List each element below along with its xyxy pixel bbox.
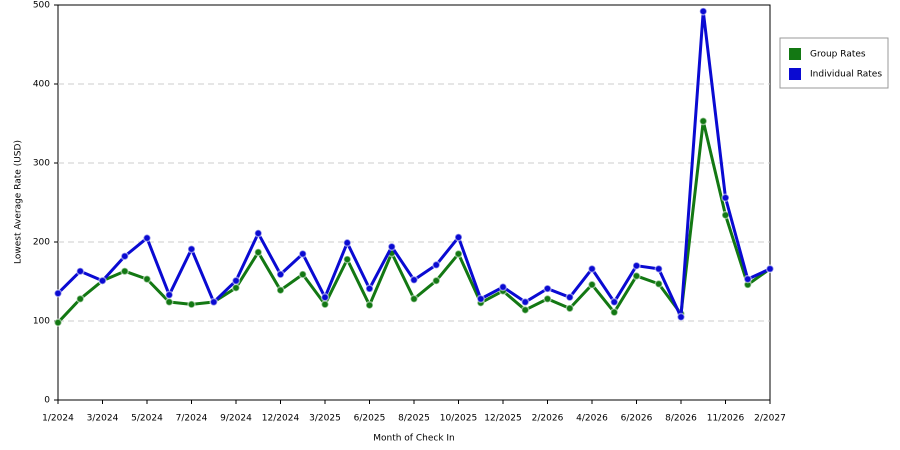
x-tick-label: 6/2026 bbox=[621, 414, 653, 424]
point bbox=[231, 283, 241, 293]
point bbox=[610, 308, 619, 317]
point bbox=[632, 271, 641, 281]
point bbox=[699, 116, 708, 126]
point bbox=[387, 242, 396, 251]
x-tick-label: 11/2026 bbox=[707, 414, 745, 424]
x-tick-label: 4/2026 bbox=[576, 414, 608, 424]
point bbox=[699, 7, 708, 16]
point bbox=[298, 270, 307, 279]
point bbox=[320, 300, 330, 309]
point bbox=[76, 294, 85, 304]
y-tick-label: 400 bbox=[33, 80, 50, 90]
point bbox=[142, 233, 152, 243]
point bbox=[610, 297, 619, 307]
x-tick-label: 8/2026 bbox=[665, 414, 697, 424]
point bbox=[53, 289, 63, 298]
x-tick-label: 9/2024 bbox=[220, 414, 252, 424]
point bbox=[543, 284, 552, 293]
y-tick-label: 100 bbox=[33, 317, 50, 327]
point bbox=[721, 210, 730, 220]
point bbox=[231, 276, 241, 285]
point bbox=[187, 300, 196, 309]
legend-label: Group Rates bbox=[810, 50, 866, 60]
x-tick-label: 2/2027 bbox=[754, 414, 786, 424]
point bbox=[721, 193, 730, 203]
point bbox=[765, 264, 775, 274]
point bbox=[98, 276, 107, 285]
point bbox=[343, 255, 352, 264]
y-axis-label: Lowest Average Rate (USD) bbox=[14, 140, 24, 264]
x-tick-label: 2/2026 bbox=[532, 414, 564, 424]
point bbox=[654, 264, 663, 274]
point bbox=[632, 261, 641, 270]
point bbox=[521, 305, 530, 315]
x-tick-label: 7/2024 bbox=[176, 414, 208, 424]
point bbox=[654, 279, 663, 289]
point bbox=[565, 293, 574, 302]
x-axis-label: Month of Check In bbox=[373, 434, 455, 444]
point bbox=[276, 285, 285, 295]
point bbox=[676, 312, 686, 322]
y-tick-label: 500 bbox=[33, 1, 50, 11]
legend-box bbox=[779, 37, 889, 89]
x-tick-label: 10/2025 bbox=[440, 414, 477, 424]
x-tick-label: 1/2024 bbox=[42, 414, 74, 424]
point bbox=[498, 282, 508, 292]
point bbox=[432, 276, 441, 285]
x-tick-label: 3/2025 bbox=[309, 414, 341, 424]
point bbox=[521, 297, 530, 307]
point bbox=[165, 297, 174, 307]
point bbox=[165, 290, 174, 300]
point bbox=[76, 266, 85, 276]
y-tick-label: 0 bbox=[44, 396, 50, 406]
x-tick-label: 8/2025 bbox=[398, 414, 430, 424]
x-tick-label: 6/2025 bbox=[354, 414, 386, 424]
point bbox=[142, 274, 152, 284]
point bbox=[587, 264, 597, 274]
plot-area bbox=[57, 4, 771, 401]
point bbox=[320, 293, 330, 302]
legend-swatch bbox=[789, 48, 801, 60]
point bbox=[365, 300, 374, 310]
legend-swatch bbox=[789, 68, 801, 80]
y-tick-label: 200 bbox=[33, 238, 50, 248]
point bbox=[120, 251, 129, 261]
point bbox=[743, 274, 752, 284]
point bbox=[276, 270, 285, 279]
x-tick-label: 5/2024 bbox=[131, 414, 163, 424]
x-tick-label: 3/2024 bbox=[87, 414, 119, 424]
point bbox=[432, 260, 441, 270]
point bbox=[298, 249, 307, 259]
y-tick-label: 300 bbox=[33, 159, 50, 169]
point bbox=[209, 297, 218, 307]
x-tick-label: 12/2025 bbox=[484, 414, 521, 424]
legend-label: Individual Rates bbox=[810, 70, 882, 80]
point bbox=[476, 294, 485, 304]
point bbox=[543, 294, 552, 304]
point bbox=[565, 304, 574, 313]
point bbox=[120, 266, 129, 276]
point bbox=[409, 294, 419, 304]
point bbox=[409, 275, 419, 285]
point bbox=[187, 244, 196, 254]
point bbox=[587, 280, 597, 289]
point bbox=[53, 318, 63, 327]
point bbox=[254, 229, 263, 238]
x-tick-label: 12/2024 bbox=[262, 414, 300, 424]
point bbox=[365, 284, 374, 293]
point bbox=[454, 233, 463, 242]
point bbox=[254, 248, 263, 257]
point bbox=[343, 238, 352, 248]
point bbox=[454, 249, 463, 259]
